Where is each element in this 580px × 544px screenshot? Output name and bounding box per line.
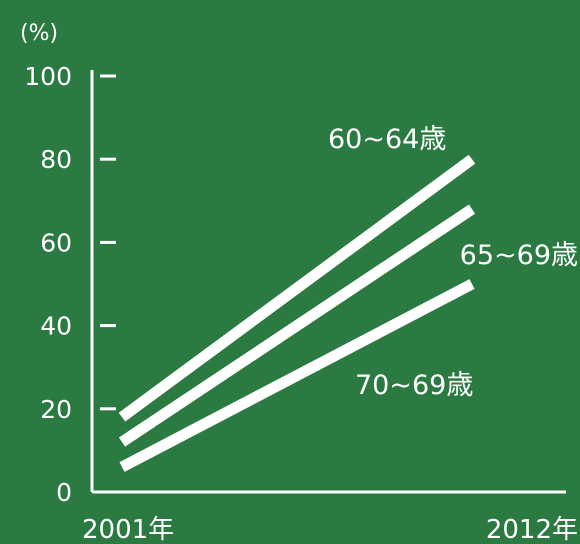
y-tick-label: 20 <box>40 395 72 424</box>
y-tick-label: 40 <box>40 312 72 341</box>
series-labels: 60~64歳 65~69歳 70~69歳 <box>328 124 578 401</box>
axes <box>90 70 566 494</box>
series-line <box>118 204 476 447</box>
series-lines <box>118 154 476 472</box>
y-tick-label: 100 <box>24 62 72 91</box>
series-line <box>119 279 475 472</box>
x-tick-label: 2012年 <box>486 515 578 544</box>
y-axis-label: (%) <box>20 21 58 46</box>
series-label: 60~64歳 <box>328 124 446 155</box>
series-label: 70~69歳 <box>355 370 473 401</box>
series-line <box>118 154 476 422</box>
y-tick-label: 80 <box>40 145 72 174</box>
x-tick-label: 2001年 <box>82 515 174 544</box>
y-ticks: 0 20 40 60 80 100 <box>24 62 116 507</box>
y-tick-label: 60 <box>40 228 72 257</box>
y-tick-label: 0 <box>56 478 72 507</box>
x-ticks: 2001年 2012年 <box>82 515 578 544</box>
series-label: 65~69歳 <box>460 240 578 271</box>
